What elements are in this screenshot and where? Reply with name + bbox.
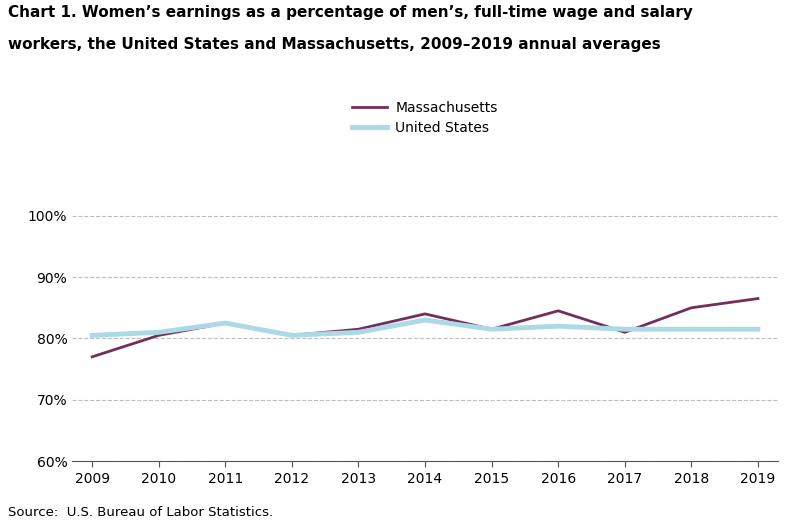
Line: Massachusetts: Massachusetts bbox=[92, 299, 758, 357]
United States bbox=[487, 326, 496, 332]
United States bbox=[687, 326, 696, 332]
Line: United States: United States bbox=[92, 320, 758, 335]
Massachusetts bbox=[87, 354, 97, 360]
Massachusetts bbox=[553, 308, 563, 314]
United States bbox=[87, 332, 97, 339]
Massachusetts bbox=[620, 329, 630, 335]
United States bbox=[221, 320, 230, 326]
United States bbox=[620, 326, 630, 332]
Massachusetts bbox=[487, 326, 496, 332]
Massachusetts bbox=[221, 320, 230, 326]
United States bbox=[354, 329, 363, 335]
United States bbox=[553, 323, 563, 329]
Text: Source:  U.S. Bureau of Labor Statistics.: Source: U.S. Bureau of Labor Statistics. bbox=[8, 506, 273, 519]
Massachusetts bbox=[354, 326, 363, 332]
Massachusetts bbox=[753, 296, 763, 302]
Legend: Massachusetts, United States: Massachusetts, United States bbox=[352, 101, 498, 135]
Massachusetts bbox=[687, 304, 696, 311]
Text: Chart 1. Women’s earnings as a percentage of men’s, full-time wage and salary: Chart 1. Women’s earnings as a percentag… bbox=[8, 5, 693, 20]
Text: workers, the United States and Massachusetts, 2009–2019 annual averages: workers, the United States and Massachus… bbox=[8, 37, 661, 52]
Massachusetts bbox=[287, 332, 297, 339]
United States bbox=[753, 326, 763, 332]
United States bbox=[420, 317, 430, 323]
United States bbox=[287, 332, 297, 339]
Massachusetts bbox=[154, 332, 164, 339]
United States bbox=[154, 329, 164, 335]
Massachusetts bbox=[420, 311, 430, 317]
